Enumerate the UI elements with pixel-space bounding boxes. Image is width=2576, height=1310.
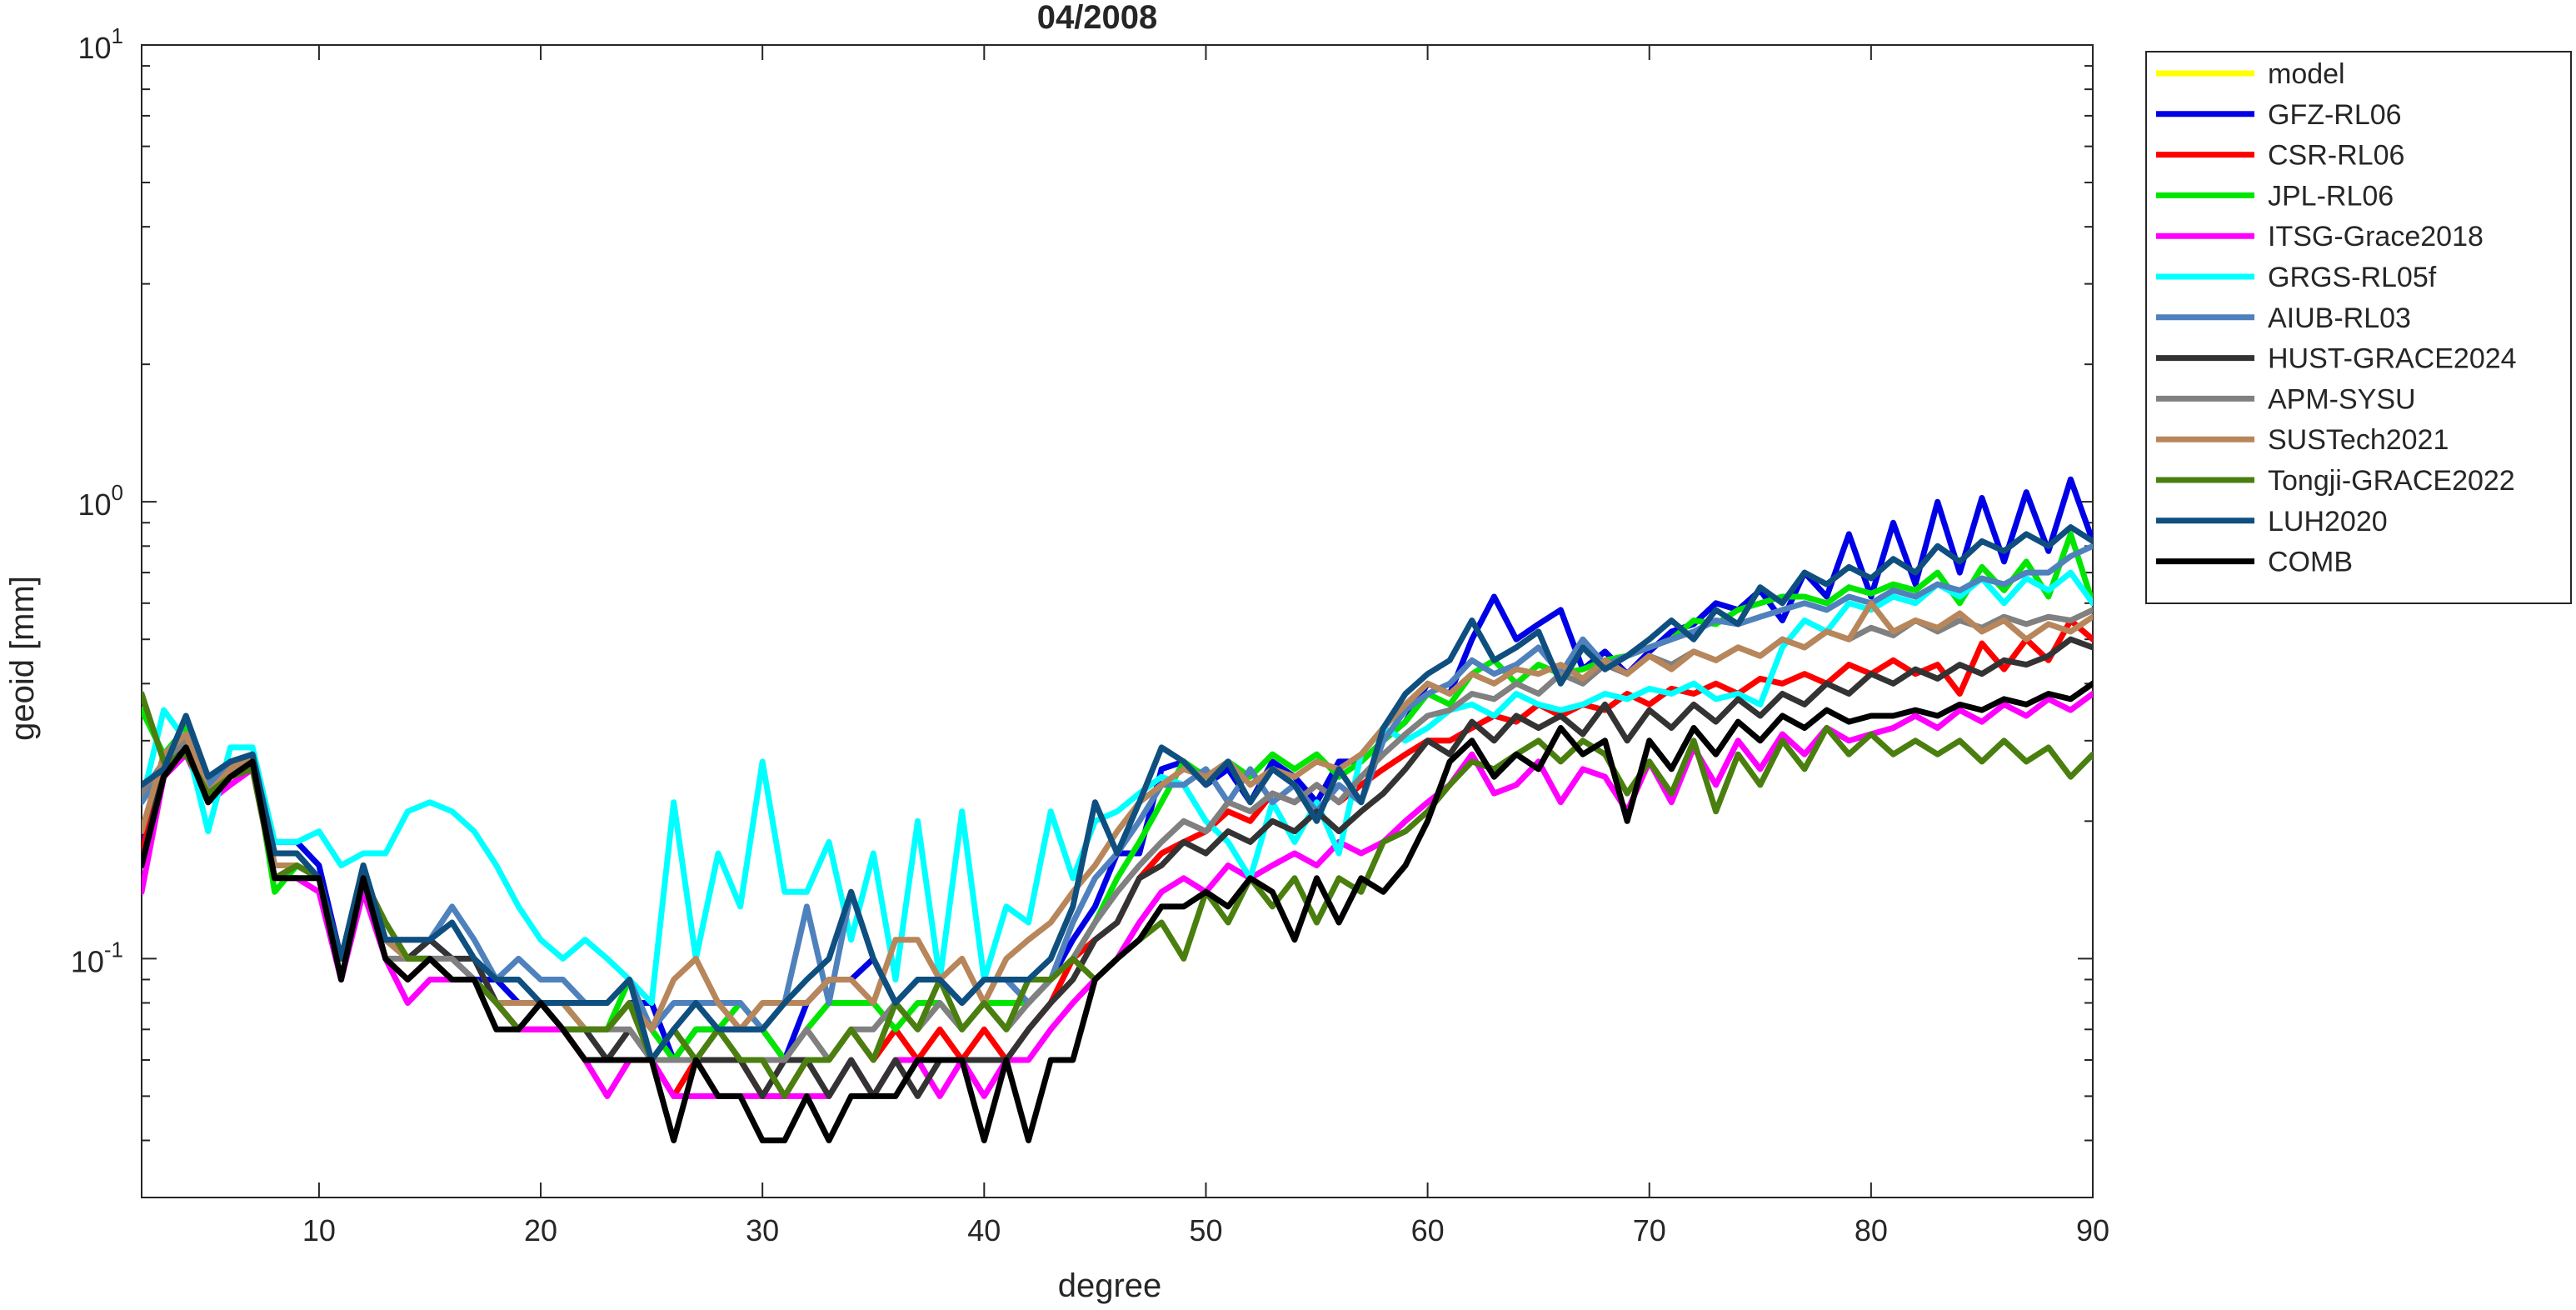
x-tick-label: 10 [302, 1213, 336, 1248]
legend-label-luh2020: LUH2020 [2268, 506, 2388, 538]
axis-ticks: 10 20 30 40 50 60 70 80 90 10-1 100 101 [71, 23, 2109, 1248]
legend-label-grgs-rl05f: GRGS-RL05f [2268, 262, 2437, 293]
x-tick-label: 60 [1411, 1213, 1445, 1248]
x-tick-label: 30 [746, 1213, 779, 1248]
y-tick-label: 101 [77, 23, 123, 65]
legend-label-aiub-rl03: AIUB-RL03 [2268, 302, 2411, 334]
y-tick-label: 100 [77, 480, 123, 522]
legend-box [2145, 51, 2572, 604]
legend-label-hust-grace2024: HUST-GRACE2024 [2268, 343, 2517, 375]
legend-label-tongji-grace2022: Tongji-GRACE2022 [2268, 465, 2515, 497]
x-tick-label: 20 [524, 1213, 557, 1248]
legend-label-itsg-grace2018: ITSG-Grace2018 [2268, 221, 2484, 252]
x-tick-label: 40 [967, 1213, 1001, 1248]
x-tick-label: 90 [2076, 1213, 2109, 1248]
x-tick-label: 70 [1633, 1213, 1666, 1248]
legend-label-sustech2021: SUSTech2021 [2268, 424, 2449, 456]
x-tick-label: 80 [1855, 1213, 1888, 1248]
y-axis-label: geoid [mm] [4, 576, 41, 741]
series-line-grgs-rl05f [142, 569, 2093, 1006]
legend-label-apm-sysu: APM-SYSU [2268, 383, 2416, 415]
x-axis-label: degree [1058, 1268, 1162, 1304]
series-line-comb [142, 679, 2093, 1143]
series-lines [142, 476, 2093, 1143]
legend-label-csr-rl06: CSR-RL06 [2268, 140, 2404, 172]
legend-label-comb: COMB [2268, 547, 2353, 578]
legend-label-model: model [2268, 58, 2345, 90]
series-line-aiub-rl03 [142, 542, 2093, 1032]
series-line-luh2020 [142, 524, 2093, 1063]
y-tick-label: 10-1 [71, 937, 123, 978]
x-tick-label: 50 [1189, 1213, 1222, 1248]
legend-label-gfz-rl06: GFZ-RL06 [2268, 99, 2402, 131]
plot-frame [141, 44, 2094, 1198]
chart-title: 04/2008 [1037, 0, 1158, 36]
legend-label-jpl-rl06: JPL-RL06 [2268, 180, 2394, 212]
legend: model GFZ-RL06 CSR-RL06 JPL-RL06 ITSG-Grace2… [2145, 51, 2572, 604]
